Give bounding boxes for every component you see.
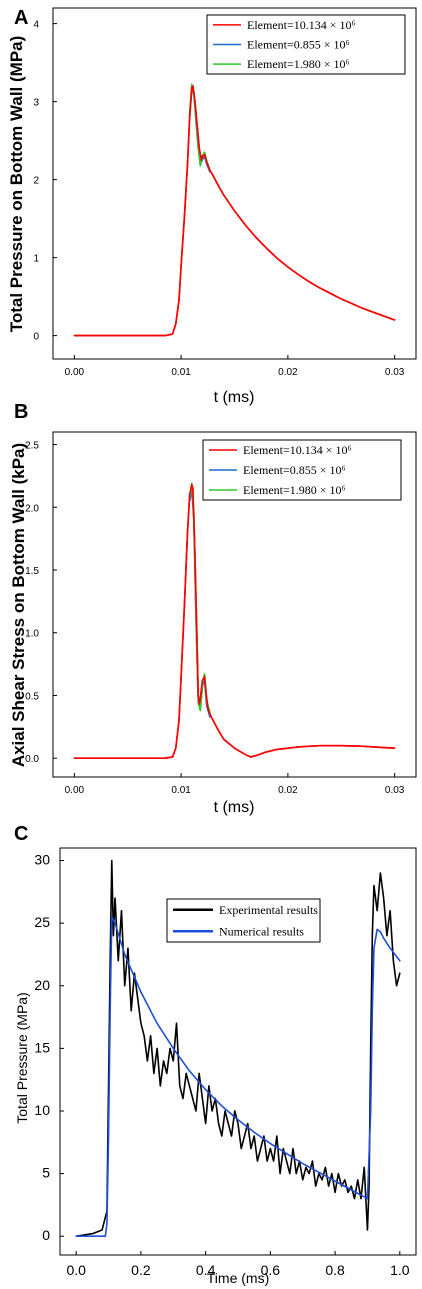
y-tick-label: 2 bbox=[33, 176, 39, 187]
y-tick-label: 1 bbox=[33, 254, 39, 265]
x-axis-title: t (ms) bbox=[214, 389, 255, 406]
panel-letter: A bbox=[14, 7, 28, 29]
y-axis-title: Total Pressure (MPa) bbox=[14, 992, 30, 1123]
y-tick-label: 15 bbox=[34, 1039, 50, 1055]
plot-frame bbox=[59, 847, 417, 1256]
x-tick-label: 0.0 bbox=[66, 1262, 86, 1278]
x-tick-labels: 0.0 0.2 0.4 0.6 0.8 1.0 bbox=[66, 1251, 410, 1278]
legend-label: Element=1.980 × 10⁶ bbox=[247, 57, 350, 71]
x-tick-labels: 0.00 0.01 0.02 0.03 bbox=[65, 773, 405, 796]
legend-label: Element=10.134 × 10⁶ bbox=[243, 443, 352, 457]
series-line-2 bbox=[188, 487, 211, 718]
y-tick-label: 30 bbox=[34, 852, 50, 868]
legend-label: Experimental results bbox=[219, 903, 318, 917]
x-tick-label: 0.03 bbox=[385, 785, 405, 796]
series-group bbox=[75, 859, 401, 1238]
series-line-2 bbox=[75, 916, 401, 1238]
series-line-3 bbox=[188, 482, 211, 714]
series-line-1 bbox=[73, 483, 396, 759]
series-line-3 bbox=[188, 83, 211, 172]
x-tick-label: 1.0 bbox=[390, 1262, 410, 1278]
y-tick-label: 3 bbox=[33, 98, 39, 109]
panel-letter: B bbox=[14, 401, 28, 423]
legend-box bbox=[166, 898, 321, 943]
y-tick-label: 20 bbox=[34, 977, 50, 993]
x-tick-label: 0.02 bbox=[278, 785, 298, 796]
y-tick-labels: 0 5 10 15 20 25 30 bbox=[34, 852, 64, 1243]
panel-b: B 0.00 0.01 0.02 0.03 0.0 0.5 1.0 1.5 2.0 2.5Axial… bbox=[9, 401, 417, 816]
x-tick-label: 0.4 bbox=[196, 1262, 216, 1278]
x-tick-label: 0.03 bbox=[385, 367, 405, 378]
y-tick-label: 5 bbox=[42, 1165, 50, 1181]
panel-a: A 0.00 0.01 0.02 0.03 0 1 2 3 4 Total Pressure on … bbox=[7, 7, 417, 406]
y-tick-label: 0 bbox=[42, 1227, 50, 1243]
x-tick-label: 0.00 bbox=[65, 785, 85, 796]
y-tick-label: 1.5 bbox=[25, 566, 39, 577]
x-tick-label: 0.6 bbox=[261, 1262, 281, 1278]
legend: Element=10.134 × 10⁶ Element=0.855 × 10⁶ E… bbox=[206, 14, 406, 75]
y-tick-label: 4 bbox=[33, 20, 39, 31]
x-tick-label: 0.2 bbox=[131, 1262, 151, 1278]
x-tick-label: 0.8 bbox=[325, 1262, 345, 1278]
y-tick-label: 2.5 bbox=[25, 441, 39, 452]
legend-label: Element=1.980 × 10⁶ bbox=[243, 483, 346, 497]
x-tick-label: 0.01 bbox=[171, 785, 191, 796]
x-tick-labels: 0.00 0.01 0.02 0.03 bbox=[65, 355, 405, 378]
legend-label: Element=0.855 × 10⁶ bbox=[243, 463, 346, 477]
y-tick-label: 2.0 bbox=[25, 503, 39, 514]
series-group bbox=[73, 83, 396, 337]
y-tick-labels: 0.0 0.5 1.0 1.5 2.0 2.5 bbox=[25, 441, 57, 765]
series-line-1-top bbox=[74, 483, 395, 759]
x-tick-label: 0.01 bbox=[171, 367, 191, 378]
y-axis-title: Total Pressure on Bottom Wall (MPa) bbox=[7, 36, 26, 333]
plot-frame bbox=[52, 431, 417, 778]
plot-frame bbox=[52, 7, 417, 360]
x-axis-title: Time (ms) bbox=[207, 1270, 269, 1286]
series-line-1 bbox=[75, 859, 401, 1238]
legend-label: Numerical results bbox=[219, 924, 304, 938]
x-tick-label: 0.02 bbox=[278, 367, 298, 378]
panel-letter: C bbox=[14, 823, 28, 845]
series-group bbox=[73, 482, 396, 759]
y-tick-label: 10 bbox=[34, 1102, 50, 1118]
legend: Element=10.134 × 10⁶ Element=0.855 × 10⁶ E… bbox=[202, 439, 402, 501]
x-axis-title: t (ms) bbox=[214, 799, 255, 816]
panel-c: C 0.0 0.2 0.4 0.6 0.8 1.0 0 5 10 15 20 25 30 Total Pre… bbox=[14, 823, 417, 1286]
y-tick-label: 0 bbox=[33, 332, 39, 343]
y-axis-title: Axial Shear Stress on Bottom Wall (kPa) bbox=[9, 443, 28, 767]
legend: Experimental results Numerical results bbox=[166, 898, 321, 943]
y-tick-label: 1.0 bbox=[25, 629, 39, 640]
y-tick-label: 0.5 bbox=[25, 691, 39, 702]
y-tick-label: 0.0 bbox=[25, 754, 39, 765]
legend-label: Element=0.855 × 10⁶ bbox=[247, 38, 350, 52]
y-tick-label: 25 bbox=[34, 914, 50, 930]
x-tick-label: 0.00 bbox=[65, 367, 85, 378]
legend-label: Element=10.134 × 10⁶ bbox=[247, 18, 356, 32]
y-tick-labels: 0 1 2 3 4 bbox=[33, 20, 57, 343]
series-line-1-top bbox=[74, 85, 395, 337]
